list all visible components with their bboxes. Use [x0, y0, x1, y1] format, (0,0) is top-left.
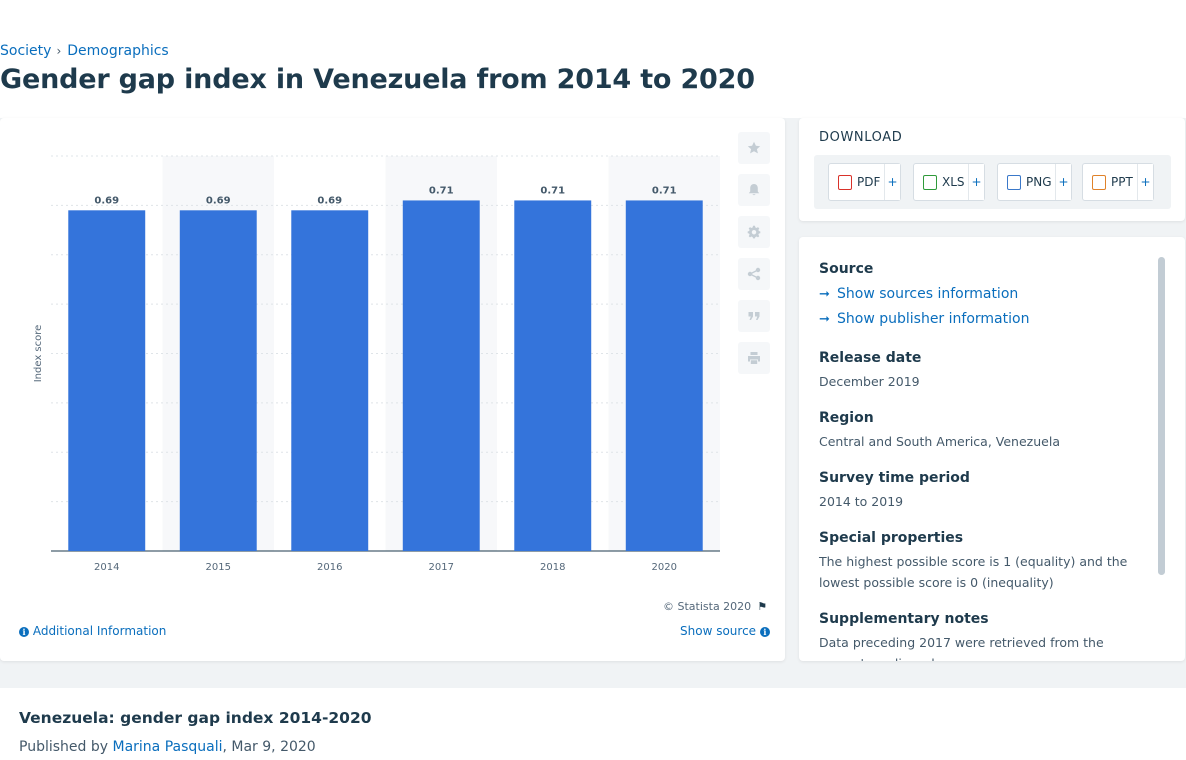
- bar: [68, 210, 146, 551]
- ppt-file-icon: [1092, 174, 1106, 190]
- png-file-icon: [1007, 174, 1021, 190]
- publication-date: , Mar 9, 2020: [222, 739, 316, 755]
- download-pdf-button[interactable]: PDF +: [828, 163, 901, 201]
- x-tick-label: 2018: [540, 562, 565, 573]
- download-xls-plus[interactable]: +: [968, 164, 984, 200]
- source-label: Source: [819, 261, 874, 277]
- download-png-button[interactable]: PNG +: [997, 163, 1072, 201]
- download-png-plus[interactable]: +: [1055, 164, 1071, 200]
- x-tick-label: 2016: [317, 562, 342, 573]
- additional-info-link[interactable]: i Additional Information: [19, 624, 166, 638]
- statistic-summary: Venezuela: gender gap index 2014-2020 Pu…: [0, 688, 1186, 760]
- data-label: 0.71: [429, 185, 454, 196]
- survey-period-label: Survey time period: [819, 470, 970, 486]
- x-tick-label: 2020: [652, 562, 677, 573]
- cite-button[interactable]: [738, 300, 770, 332]
- share-icon: [747, 267, 761, 281]
- show-sources-label: Show sources information: [837, 286, 1019, 302]
- show-sources-link[interactable]: ➞ Show sources information: [819, 282, 1139, 307]
- y-axis-label: Index score: [33, 325, 44, 383]
- breadcrumb: Society › Demographics: [0, 43, 169, 59]
- info-icon: i: [759, 627, 770, 637]
- download-title: DOWNLOAD: [819, 130, 903, 145]
- download-ppt-label: PPT: [1111, 175, 1133, 189]
- survey-period-value: 2014 to 2019: [819, 494, 904, 509]
- info-icon: i: [19, 627, 29, 637]
- quote-icon: [748, 312, 760, 320]
- scrollbar-thumb[interactable]: [1158, 257, 1165, 575]
- x-tick-label: 2015: [206, 562, 231, 573]
- print-button[interactable]: [738, 342, 770, 374]
- bar-chart: 0.69 2014 0.69 2015 0.69 2016 0.71 2017 0.71 2018…: [33, 155, 720, 573]
- show-publisher-label: Show publisher information: [837, 311, 1030, 327]
- download-ppt-button[interactable]: PPT +: [1082, 163, 1154, 201]
- xls-file-icon: [923, 174, 937, 190]
- copyright-notice: © Statista 2020 ⚑: [663, 600, 767, 613]
- supplementary-notes-label: Supplementary notes: [819, 611, 989, 627]
- share-button[interactable]: [738, 258, 770, 290]
- bell-icon: [748, 184, 760, 196]
- bar: [291, 210, 369, 551]
- star-icon: [747, 141, 761, 154]
- published-by-label: Published by: [19, 739, 109, 755]
- show-source-label: Show source: [680, 624, 757, 638]
- region-value: Central and South America, Venezuela: [819, 434, 1060, 449]
- copyright-text: © Statista 2020: [663, 600, 752, 613]
- pdf-file-icon: [838, 174, 852, 190]
- bar: [514, 200, 592, 551]
- publication-info: Published by Marina Pasquali, Mar 9, 202…: [19, 739, 316, 755]
- download-ppt-plus[interactable]: +: [1137, 164, 1153, 200]
- print-icon: [748, 352, 760, 364]
- bar: [625, 200, 703, 551]
- chart-card: 0.69 2014 0.69 2015 0.69 2016 0.71 2017 0.71 2018…: [0, 118, 785, 661]
- supplementary-notes-value: Data preceding 2017 were retrieved from …: [819, 635, 1104, 661]
- special-properties-value: The highest possible score is 1 (equalit…: [819, 554, 1128, 590]
- data-label: 0.69: [317, 195, 342, 206]
- data-label: 0.69: [94, 195, 119, 206]
- download-png-label: PNG: [1026, 175, 1052, 189]
- bar: [179, 210, 257, 551]
- gear-icon: [747, 225, 761, 239]
- arrow-right-icon: ➞: [819, 312, 830, 327]
- download-pdf-plus[interactable]: +: [884, 164, 900, 200]
- chart-toolbar: [738, 132, 772, 384]
- header-background: [0, 0, 1186, 118]
- release-date-label: Release date: [819, 350, 922, 366]
- download-buttons: PDF + XLS + PNG + PPT +: [814, 155, 1171, 209]
- release-date-value: December 2019: [819, 374, 920, 389]
- download-pdf-label: PDF: [857, 175, 881, 189]
- breadcrumb-society[interactable]: Society: [0, 43, 52, 59]
- additional-info-label: Additional Information: [32, 624, 167, 638]
- favorite-button[interactable]: [738, 132, 770, 164]
- data-label: 0.71: [540, 185, 565, 196]
- statistic-title: Venezuela: gender gap index 2014-2020: [19, 709, 372, 727]
- download-card: DOWNLOAD PDF + XLS + PNG + PPT +: [799, 118, 1185, 221]
- show-publisher-link[interactable]: ➞ Show publisher information: [819, 307, 1139, 332]
- statistic-details: Source ➞ Show sources information ➞ Show p…: [799, 237, 1185, 661]
- breadcrumb-demographics[interactable]: Demographics: [67, 43, 169, 59]
- download-xls-label: XLS: [942, 175, 965, 189]
- settings-button[interactable]: [738, 216, 770, 248]
- show-source-link[interactable]: Show source i: [680, 624, 770, 638]
- bar: [402, 200, 480, 551]
- x-tick-label: 2017: [429, 562, 454, 573]
- page-title: Gender gap index in Venezuela from 2014 …: [0, 64, 755, 95]
- data-label: 0.69: [206, 195, 231, 206]
- region-label: Region: [819, 410, 874, 426]
- notification-button[interactable]: [738, 174, 770, 206]
- breadcrumb-separator: ›: [56, 44, 62, 58]
- x-tick-label: 2014: [94, 562, 119, 573]
- arrow-right-icon: ➞: [819, 287, 830, 302]
- special-properties-label: Special properties: [819, 530, 964, 546]
- details-scrollbar[interactable]: [1158, 257, 1165, 575]
- flag-icon[interactable]: ⚑: [757, 600, 768, 613]
- download-xls-button[interactable]: XLS +: [913, 163, 985, 201]
- author-link[interactable]: Marina Pasquali: [112, 739, 223, 755]
- data-label: 0.71: [652, 185, 677, 196]
